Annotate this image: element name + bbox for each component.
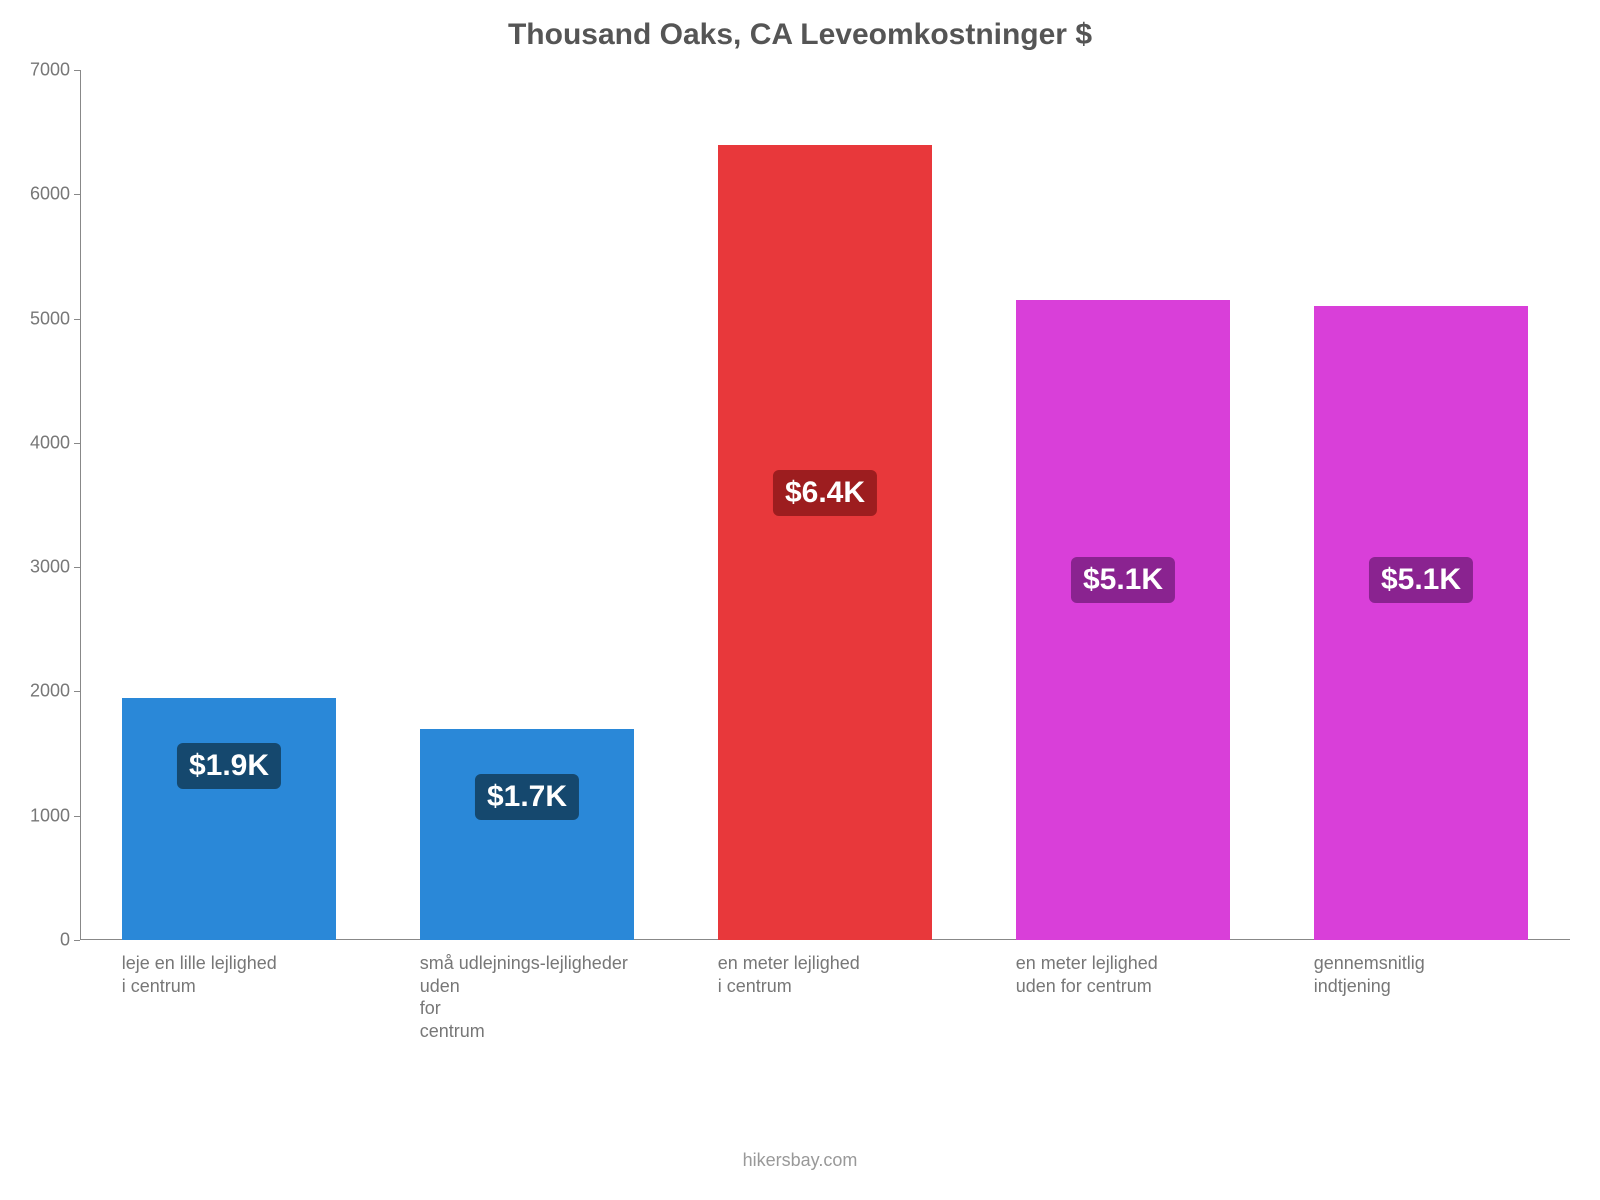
y-tick-mark xyxy=(74,567,80,568)
chart-footer: hikersbay.com xyxy=(0,1150,1600,1171)
bar xyxy=(1016,300,1231,940)
y-tick-label: 4000 xyxy=(30,432,80,453)
x-tick-label: små udlejnings-lejlighederudenforcentrum xyxy=(420,940,628,1042)
bar-value-label: $1.7K xyxy=(475,774,579,820)
bar xyxy=(718,145,933,940)
bar-value-label: $1.9K xyxy=(177,743,281,789)
x-tick-label: en meter lejlighedi centrum xyxy=(718,940,860,997)
y-tick-mark xyxy=(74,691,80,692)
y-tick-mark xyxy=(74,70,80,71)
y-tick-mark xyxy=(74,443,80,444)
y-tick-label: 6000 xyxy=(30,184,80,205)
chart-title: Thousand Oaks, CA Leveomkostninger $ xyxy=(0,18,1600,52)
y-tick-label: 3000 xyxy=(30,557,80,578)
bar-value-label: $5.1K xyxy=(1369,557,1473,603)
x-tick-label: leje en lille lejlighedi centrum xyxy=(122,940,277,997)
plot-area: 01000200030004000500060007000$1.9Kleje e… xyxy=(80,70,1570,940)
bar xyxy=(122,698,337,940)
bar-value-label: $6.4K xyxy=(773,470,877,516)
y-tick-mark xyxy=(74,319,80,320)
cost-of-living-chart: Thousand Oaks, CA Leveomkostninger $ 010… xyxy=(0,0,1600,1200)
x-tick-label: en meter lejligheduden for centrum xyxy=(1016,940,1158,997)
y-tick-mark xyxy=(74,940,80,941)
y-tick-label: 2000 xyxy=(30,681,80,702)
bar-value-label: $5.1K xyxy=(1071,557,1175,603)
y-tick-label: 7000 xyxy=(30,60,80,81)
y-tick-label: 5000 xyxy=(30,308,80,329)
y-axis-line xyxy=(80,70,81,940)
bar xyxy=(420,729,635,940)
y-tick-label: 1000 xyxy=(30,805,80,826)
y-tick-mark xyxy=(74,194,80,195)
bar xyxy=(1314,306,1529,940)
x-tick-label: gennemsnitligindtjening xyxy=(1314,940,1425,997)
y-tick-mark xyxy=(74,816,80,817)
